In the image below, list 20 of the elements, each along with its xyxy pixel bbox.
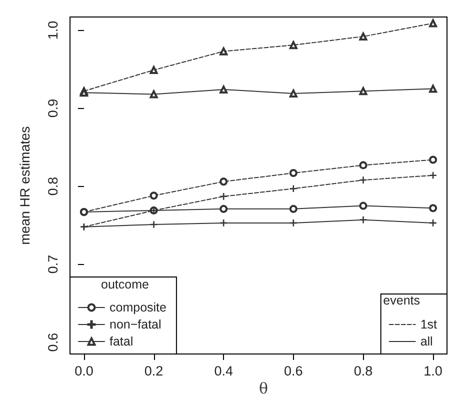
text: events [383,294,420,308]
legend-label: all [420,334,433,348]
legend-label: non−fatal [110,318,162,332]
legend-label: composite [110,300,167,314]
x-axis-title: θ [258,380,268,398]
y-tick-label: 1.0 [46,20,60,40]
x-tick-label: 0.2 [144,364,164,378]
y-tick-label: 0.7 [46,254,60,274]
text: outcome [101,278,149,292]
x-tick-label: 0.4 [214,364,234,378]
y-tick-label: 0.9 [46,98,60,118]
y-tick-label: 0.8 [46,176,60,196]
x-tick-label: 0.6 [284,364,303,378]
x-tick-label: 1.0 [424,364,442,378]
y-axis-title: mean HR estimates [18,126,32,245]
x-tick-label: 0.0 [74,364,94,378]
legend-label: fatal [110,334,134,348]
legend-label: 1st [420,318,438,332]
x-tick-label: 0.8 [354,364,373,378]
y-tick-label: 0.6 [46,332,60,352]
